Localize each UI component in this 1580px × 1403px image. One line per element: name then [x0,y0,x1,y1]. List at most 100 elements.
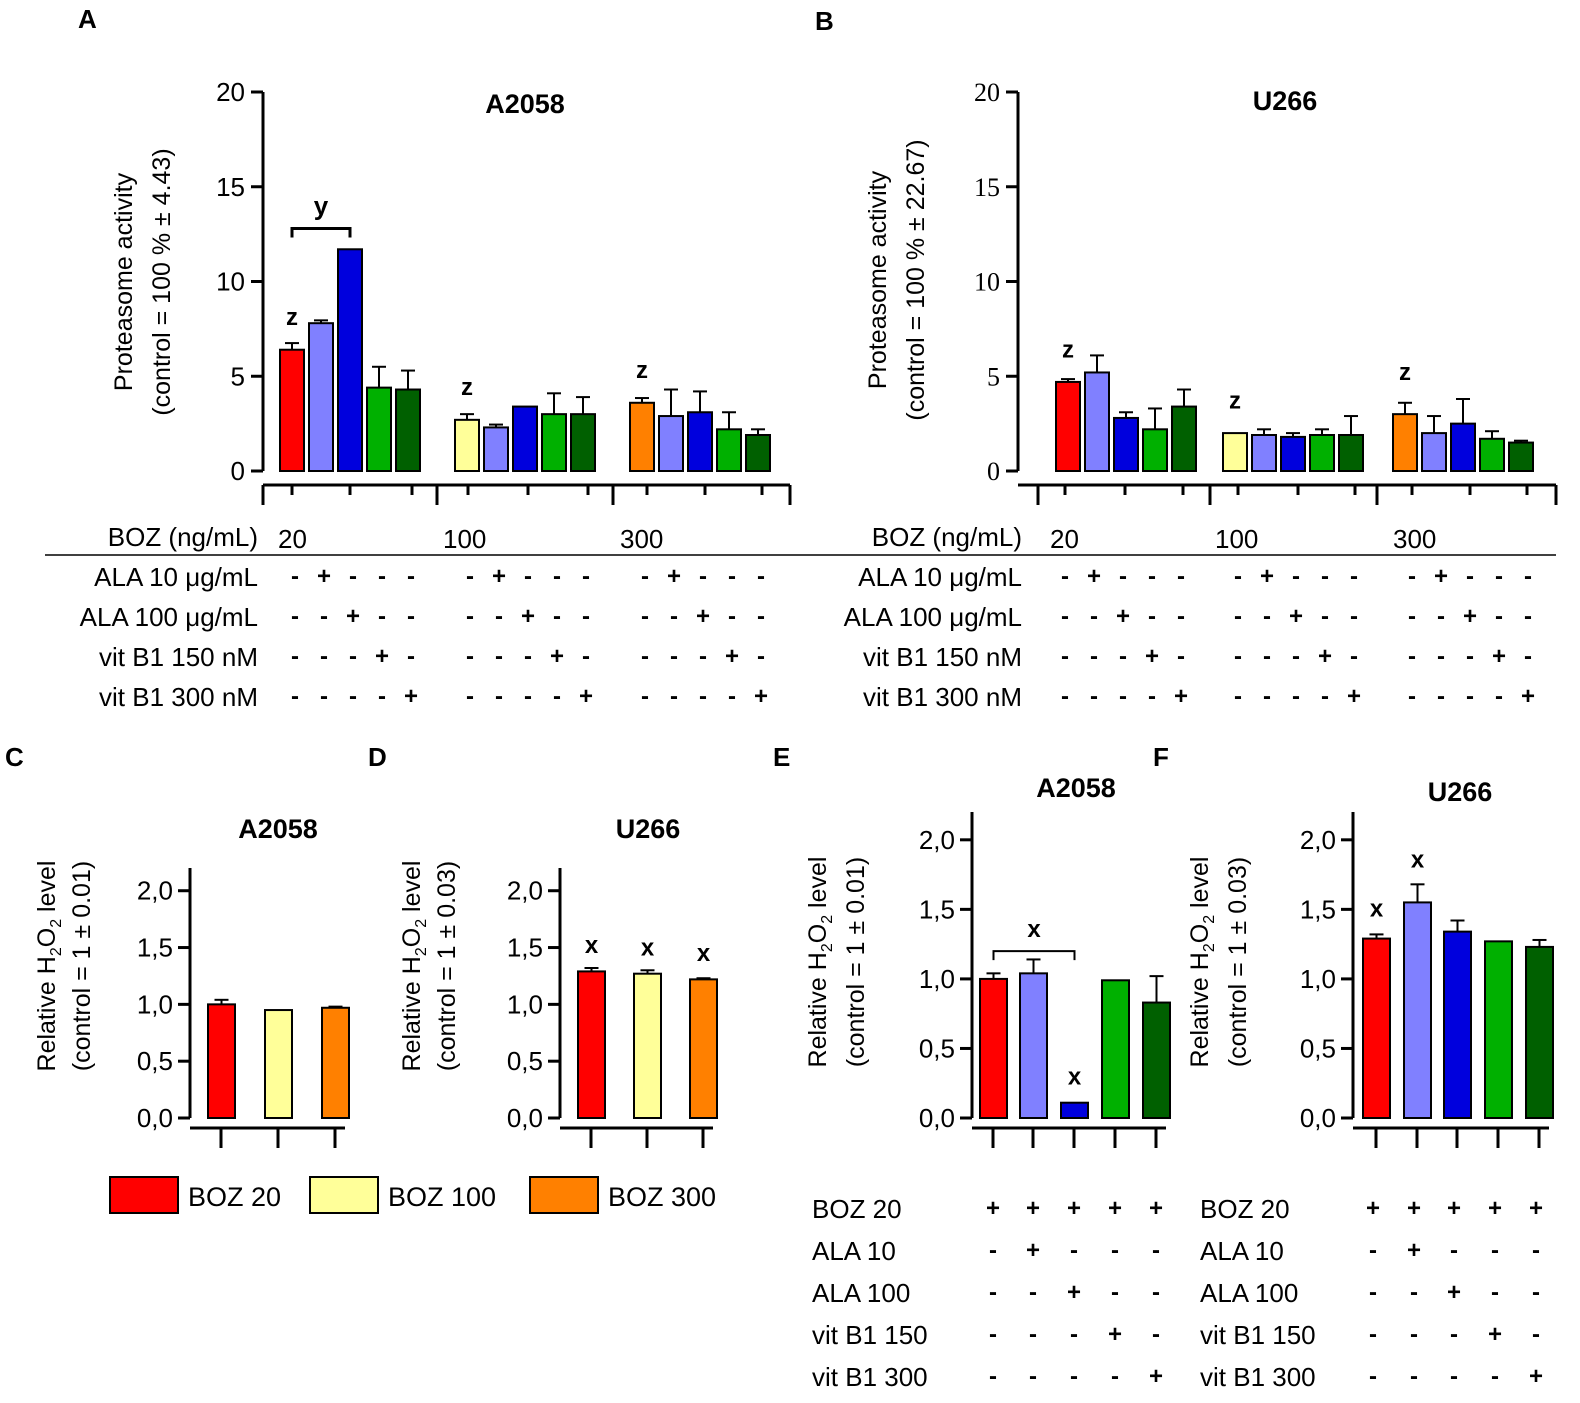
treatment-sign-ab-b: - [1321,563,1329,590]
y-tick-label-f: 0,0 [1300,1103,1336,1133]
treatment-sign-ab-a: - [291,643,299,670]
y-tick-label-f: 2,0 [1300,825,1336,855]
treatment-sign-e: - [1029,1279,1037,1306]
treatment-sign-ab-b: - [1234,563,1242,590]
treatment-sign-e: + [1067,1279,1081,1306]
y-axis-title-a: Proteasome activity [110,172,138,391]
bar-b-g0-0 [1055,380,1081,472]
y-tick-label-b: 5 [987,362,1000,391]
treatment-sign-ab-b: - [1408,683,1416,710]
y-tick-label-e: 0,5 [919,1033,955,1063]
treatment-sign-ab-b: - [1466,563,1474,590]
treatment-sign-ab-b: - [1119,643,1127,670]
bar-d-2 [689,978,718,1120]
bar-d-0 [577,970,606,1120]
treatment-sign-ab-b: - [1408,643,1416,670]
bar-a-g0-4 [395,388,421,473]
bar-b-g2-0 [1392,413,1418,472]
treatment-sign-ab-a: - [670,603,678,630]
annotation-a: z [461,374,473,401]
treatment-label-f: BOZ 20 [1200,1194,1290,1224]
y-tick-label-b: 20 [974,78,1000,107]
treatment-sign-f: - [1369,1237,1377,1264]
treatment-sign-ab-a: - [728,603,736,630]
y-tick-label-f: 0,5 [1300,1033,1336,1063]
bar-b-g2-4 [1508,441,1534,473]
treatment-label-ab-a: ALA 100 μg/mL [80,602,258,632]
treatment-sign-ab-b: - [1119,683,1127,710]
treatment-label-e: ALA 10 [812,1236,896,1266]
treatment-sign-ab-a: + [404,683,418,710]
treatment-sign-ab-a: - [524,683,532,710]
treatment-sign-e: - [989,1237,997,1264]
bar-c-1 [264,1009,293,1120]
treatment-sign-ab-b: + [1289,603,1303,630]
y-tick-label-e: 2,0 [919,825,955,855]
treatment-label-ab-b: vit B1 300 nM [863,682,1022,712]
y-tick-label-e: 0,0 [919,1103,955,1133]
bar-a-g0-0 [279,348,305,472]
treatment-sign-ab-b: - [1119,563,1127,590]
panel-label-e: E [773,742,790,772]
treatment-sign-ab-a: - [291,603,299,630]
treatment-sign-f: - [1491,1237,1499,1264]
treatment-sign-ab-b: - [1263,603,1271,630]
treatment-label-f: ALA 10 [1200,1236,1284,1266]
annotation-a: z [636,357,648,384]
panel-label-d: D [368,742,387,772]
y-tick-label-e: 1,5 [919,894,955,924]
treatment-sign-ab-a: - [495,683,503,710]
bar-b-g0-2 [1113,416,1139,473]
bracket-e [992,950,1076,961]
treatment-sign-ab-b: + [1463,603,1477,630]
treatment-sign-e: - [1152,1279,1160,1306]
bar-b-g2-2 [1450,422,1476,472]
treatment-sign-ab-a: - [291,683,299,710]
treatment-sign-ab-a: + [550,643,564,670]
treatment-label-e: ALA 100 [812,1278,910,1308]
bar-a-g1-2 [512,405,538,473]
bar-a-g0-3 [366,386,392,472]
bar-a-g2-3 [716,428,742,472]
treatment-sign-ab-a: - [757,603,765,630]
treatment-sign-ab-b: - [1148,683,1156,710]
treatment-sign-ab-b: + [1087,563,1101,590]
treatment-sign-ab-b: + [1260,563,1274,590]
boz-dose-ab-b: 100 [1215,524,1258,554]
boz-label-ab-a: BOZ (ng/mL) [108,522,258,552]
treatment-sign-ab-a: - [553,603,561,630]
bar-f-2 [1443,930,1472,1119]
treatment-sign-ab-b: + [1521,683,1535,710]
treatment-sign-ab-a: - [378,603,386,630]
treatment-sign-ab-b: + [1347,683,1361,710]
y-tick-label-f: 1,5 [1300,894,1336,924]
treatment-sign-f: + [1488,1195,1502,1222]
chart-b: U266 0 5 10 15 20 z z z [974,78,1558,505]
y-axis-subtitle-a: (control = 100 % ± 4.43) [148,148,176,415]
treatment-sign-ab-b: + [1116,603,1130,630]
treatment-sign-ab-b: - [1090,603,1098,630]
treatment-sign-ab-b: - [1263,643,1271,670]
treatment-sign-ab-a: - [407,603,415,630]
treatment-sign-f: + [1366,1195,1380,1222]
bar-a-g1-1 [483,426,509,473]
bar-b-g1-3 [1309,433,1335,472]
treatment-label-ab-a: vit B1 300 nM [99,682,258,712]
bar-b-g2-1 [1421,432,1447,473]
treatment-sign-ab-b: - [1234,643,1242,670]
treatment-sign-e: + [1149,1363,1163,1390]
boz-dose-ab-b: 300 [1393,524,1436,554]
bracket-a [290,226,352,238]
treatment-sign-e: - [1111,1237,1119,1264]
y-tick-label-c: 1,0 [137,989,173,1019]
treatment-sign-ab-b: - [1524,603,1532,630]
treatment-sign-ab-b: - [1177,563,1185,590]
treatment-sign-ab-b: - [1321,603,1329,630]
bar-c-2 [321,1006,350,1119]
treatment-sign-f: + [1529,1363,1543,1390]
treatment-sign-ab-a: - [466,683,474,710]
y-tick-label-c: 0,5 [137,1046,173,1076]
y-tick-label-b: 15 [974,173,1000,202]
